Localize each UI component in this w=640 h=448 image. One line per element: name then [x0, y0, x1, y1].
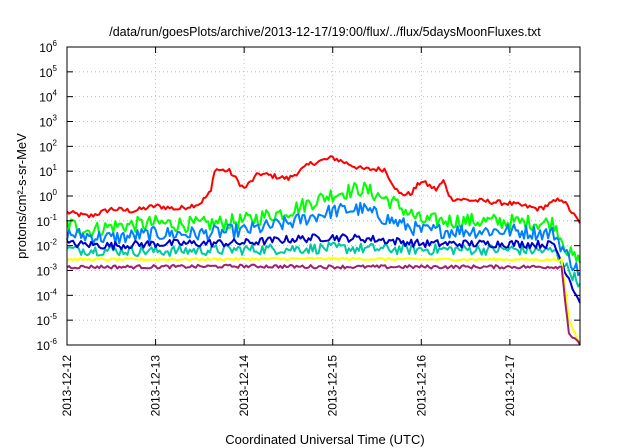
- y-tick-label: 105: [39, 64, 57, 80]
- series-line-6: [66, 256, 581, 346]
- series-line-3: [66, 201, 581, 277]
- y-tick-labels: 10-6 10-5 10-4 10-3 10-2 10-1 100 101 102 103 104 1…: [37, 39, 58, 353]
- x-tick-label: 2013-12-17: [503, 355, 517, 417]
- chart-title: /data/run/goesPlots/archive/2013-12-17/1…: [109, 25, 541, 39]
- y-axis-label: protons/cm²-s-sr-MeV: [14, 133, 29, 259]
- y-tick-label: 10-5: [37, 312, 58, 328]
- series-line-4: [66, 241, 581, 288]
- y-tick-label: 10-2: [37, 238, 58, 254]
- series-line-5: [66, 233, 581, 304]
- series-layer: [66, 155, 581, 346]
- y-tick-label: 100: [39, 188, 57, 204]
- series-line-7: [66, 263, 581, 346]
- y-tick-label: 101: [39, 163, 57, 179]
- y-tick-label: 10-1: [37, 213, 58, 229]
- y-tick-label: 102: [39, 138, 57, 154]
- y-tick-label: 103: [39, 114, 57, 130]
- x-tick-label: 2013-12-13: [149, 355, 163, 417]
- x-tick-labels: 2013-12-12 2013-12-13 2013-12-14 2013-12-15…: [60, 355, 517, 417]
- y-tick-label: 104: [39, 89, 57, 105]
- series-line-2: [66, 181, 581, 264]
- x-axis-label: Coordinated Universal Time (UTC): [225, 432, 424, 447]
- series-line-1: [66, 155, 581, 224]
- y-tick-label: 10-4: [37, 287, 58, 303]
- x-tick-label: 2013-12-15: [326, 355, 340, 417]
- y-tick-label: 106: [39, 39, 57, 55]
- x-tick-label: 2013-12-14: [237, 355, 251, 417]
- x-tick-label: 2013-12-12: [60, 355, 74, 417]
- plot-frame: [66, 46, 581, 346]
- y-tick-label: 10-6: [37, 337, 58, 353]
- y-tick-label: 10-3: [37, 263, 58, 279]
- x-tick-label: 2013-12-16: [414, 355, 428, 417]
